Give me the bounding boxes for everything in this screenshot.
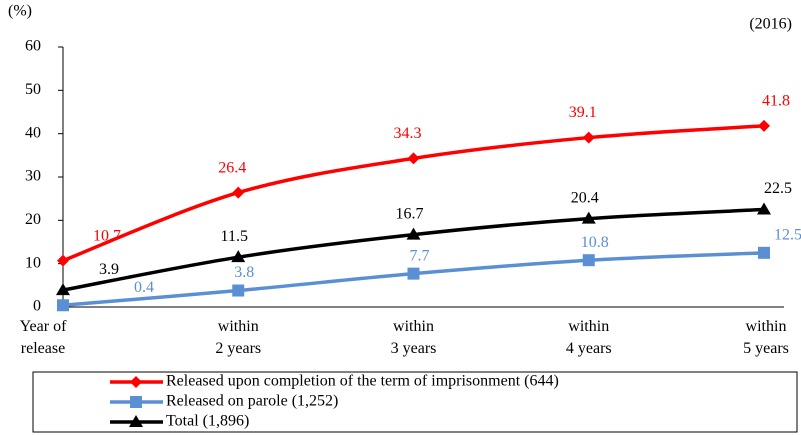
marker [130, 376, 142, 388]
data-label: 20.4 [571, 189, 599, 206]
data-label: 0.4 [134, 279, 154, 296]
data-label: 10.7 [93, 227, 121, 244]
legend-box [32, 371, 798, 433]
y-tick-label: 0 [33, 298, 41, 315]
legend-label: Released on parole (1,252) [166, 393, 338, 410]
x-tick-label-line: within [568, 318, 609, 335]
marker [57, 299, 69, 312]
marker [232, 284, 245, 297]
marker [406, 227, 421, 240]
x-tick-label: Year of release [20, 318, 67, 357]
x-tick-label: within 3 years [391, 318, 437, 357]
data-label: 41.8 [762, 93, 790, 110]
y-tick-label: 30 [25, 168, 41, 185]
x-tick-label-line: 5 years [743, 340, 789, 357]
marker [581, 211, 596, 224]
marker [582, 254, 595, 267]
legend-label: Released upon completion of the term of … [166, 373, 559, 390]
y-tick-label: 20 [25, 211, 41, 228]
y-tick-label: 50 [25, 81, 41, 98]
data-label: 12.5 [774, 227, 801, 244]
x-tick-label-line: release [21, 340, 65, 357]
data-label: 22.5 [764, 180, 792, 197]
data-label: 39.1 [569, 104, 597, 121]
data-label: 7.7 [410, 247, 430, 264]
x-tick-label-line: within [746, 318, 787, 335]
marker [232, 186, 245, 199]
marker [407, 152, 420, 165]
x-tick-label-line: within [393, 318, 434, 335]
x-tick-label: within 5 years [743, 318, 789, 357]
data-label: 10.8 [581, 234, 609, 251]
y-tick-label: 40 [25, 124, 41, 141]
legend-label: Total (1,896) [166, 413, 249, 430]
y-tick-label: 60 [25, 38, 41, 55]
marker [231, 250, 246, 263]
x-tick-label-line: 2 years [215, 340, 261, 357]
data-label: 16.7 [396, 205, 424, 222]
series-line [62, 124, 765, 263]
marker [130, 396, 142, 408]
marker [758, 246, 770, 259]
data-label: 3.9 [99, 261, 119, 278]
y-axis-label: (%) [8, 3, 32, 20]
marker [56, 283, 70, 296]
marker [129, 415, 143, 427]
x-tick-label-line: Year of [20, 318, 67, 335]
marker [407, 267, 420, 280]
data-label: 11.5 [221, 228, 248, 245]
marker [57, 254, 69, 267]
data-label: 34.3 [394, 125, 422, 142]
data-label: 3.8 [234, 264, 254, 281]
marker [758, 119, 770, 132]
y-tick-label: 10 [25, 254, 41, 271]
marker [582, 131, 595, 144]
data-label: 26.4 [218, 159, 246, 176]
x-tick-label-line: 3 years [391, 340, 437, 357]
x-tick-label: within 2 years [215, 318, 261, 357]
x-tick-label-line: 4 years [566, 340, 612, 357]
x-tick-label: within 4 years [566, 318, 612, 357]
annotation: (2016) [749, 16, 792, 33]
marker [757, 202, 771, 215]
x-tick-label-line: within [218, 318, 259, 335]
